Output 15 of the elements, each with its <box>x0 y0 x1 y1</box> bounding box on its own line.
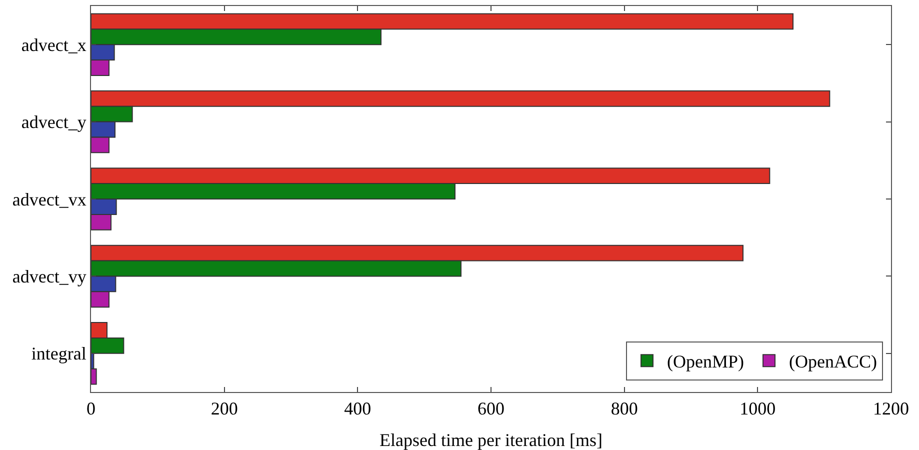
legend-label: (OpenMP) <box>667 352 744 372</box>
y-tick-label: advect_x <box>21 34 86 55</box>
x-tick-label: 1200 <box>873 398 909 419</box>
x-tick-label: 400 <box>344 398 372 419</box>
x-tick-label: 600 <box>478 398 504 419</box>
x-tick-label: 0 <box>86 398 96 419</box>
y-tick-label: integral <box>31 344 86 364</box>
x-tick-label: 1000 <box>740 398 776 419</box>
y-tick-label: advect_y <box>21 112 86 132</box>
y-tick-label: advect_vy <box>12 266 86 286</box>
x-tick-label: 200 <box>210 398 238 419</box>
x-axis-title: Elapsed time per iteration [ms] <box>380 430 602 450</box>
legend-label: (OpenACC) <box>789 352 877 372</box>
y-tick-label: advect_vx <box>12 189 86 210</box>
x-tick-label: 800 <box>610 398 638 419</box>
